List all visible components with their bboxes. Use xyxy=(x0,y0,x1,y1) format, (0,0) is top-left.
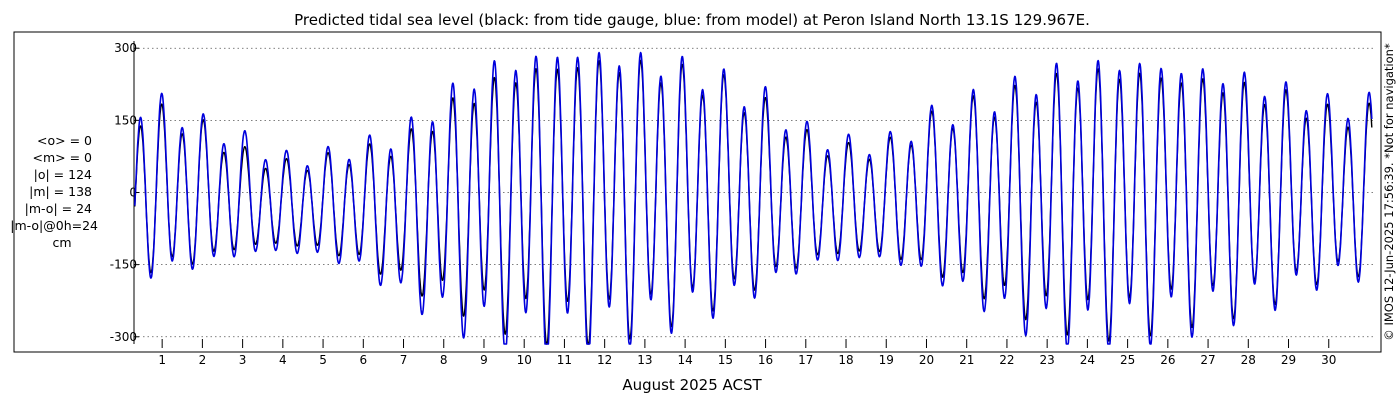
x-tick-label: 24 xyxy=(1080,353,1095,367)
stat-mean-model: <m> = 0 xyxy=(33,150,93,165)
x-tick-label: 4 xyxy=(279,353,287,367)
x-tick-label: 19 xyxy=(879,353,894,367)
x-tick-label: 7 xyxy=(400,353,408,367)
x-tick-label: 8 xyxy=(440,353,448,367)
x-tick-label: 2 xyxy=(199,353,207,367)
chart-title: Predicted tidal sea level (black: from t… xyxy=(294,11,1090,29)
credit-text: © IMOS 12-Jun-2025 17:56:39. *Not for na… xyxy=(1382,43,1396,341)
y-tick-label: -150 xyxy=(110,258,137,272)
stats-panel: <o> = 0 <m> = 0 |o| = 124 |m| = 138 |m-o… xyxy=(10,133,98,250)
x-tick-label: 3 xyxy=(239,353,247,367)
plot-frame xyxy=(13,31,1382,353)
series-line-model xyxy=(134,51,1373,345)
x-tick-label: 30 xyxy=(1321,353,1336,367)
stat-abs-model: |m| = 138 xyxy=(29,184,92,199)
y-tick-label: 150 xyxy=(114,113,137,127)
x-tick-label: 1 xyxy=(158,353,166,367)
x-tick-label: 9 xyxy=(480,353,488,367)
stat-abs-obs: |o| = 124 xyxy=(34,167,92,182)
x-tick-label: 18 xyxy=(838,353,853,367)
stat-abs-diff-0h: |m-o|@0h=24 xyxy=(10,218,98,233)
y-tick-label: 300 xyxy=(114,41,137,55)
x-tick-label: 17 xyxy=(798,353,813,367)
x-tick-label: 29 xyxy=(1281,353,1296,367)
x-tick-label: 22 xyxy=(999,353,1014,367)
x-tick-label: 15 xyxy=(718,353,733,367)
x-tick-label: 14 xyxy=(677,353,692,367)
y-tick-label: -300 xyxy=(110,330,137,344)
x-tick-label: 20 xyxy=(919,353,934,367)
x-tick-label: 12 xyxy=(597,353,612,367)
x-tick-label: 13 xyxy=(637,353,652,367)
x-tick-label: 28 xyxy=(1241,353,1256,367)
x-tick-label: 21 xyxy=(959,353,974,367)
stat-unit: cm xyxy=(52,235,71,250)
x-tick-label: 6 xyxy=(359,353,367,367)
y-tick-label: 0 xyxy=(129,186,137,200)
x-tick-label: 11 xyxy=(557,353,572,367)
x-tick-label: 16 xyxy=(758,353,773,367)
x-tick-label: 27 xyxy=(1200,353,1215,367)
stat-abs-diff: |m-o| = 24 xyxy=(25,201,92,216)
x-tick-label: 23 xyxy=(1040,353,1055,367)
x-tick-label: 26 xyxy=(1160,353,1175,367)
x-axis-label: August 2025 ACST xyxy=(622,376,762,394)
stat-mean-obs: <o> = 0 xyxy=(37,133,92,148)
series-layer xyxy=(134,51,1373,345)
x-tick-label: 25 xyxy=(1120,353,1135,367)
x-tick-label: 5 xyxy=(319,353,327,367)
x-tick-label: 10 xyxy=(517,353,532,367)
